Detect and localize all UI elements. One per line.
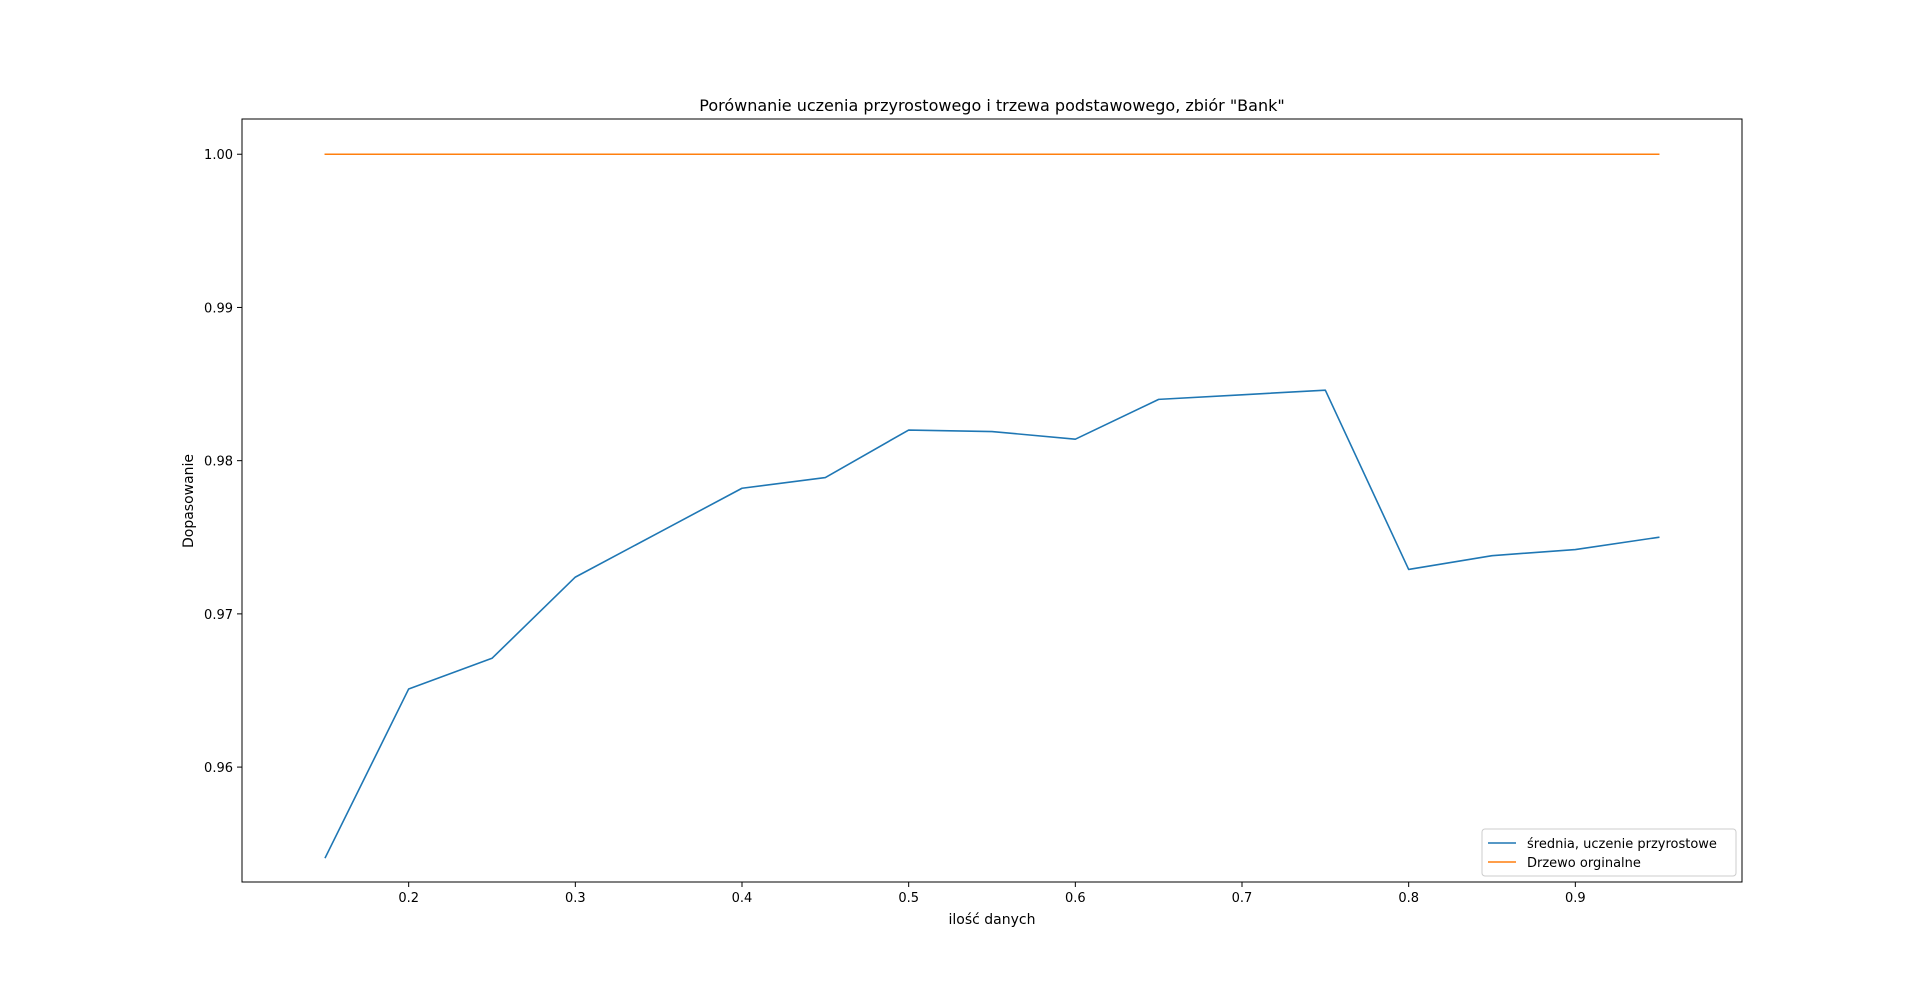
- series-line-0: [324, 389, 1660, 859]
- x-tick-label: 0.8: [1398, 891, 1419, 906]
- legend-box: [1481, 828, 1737, 877]
- legend: średnia, uczenie przyrostowe Drzewo orgin…: [1481, 828, 1737, 877]
- x-tick-label: 0.7: [1232, 891, 1253, 906]
- y-axis-label: Dopasowanie: [181, 454, 197, 548]
- chart-title: Porównanie uczenia przyrostowego i trzew…: [699, 96, 1284, 115]
- x-tick-label: 0.3: [565, 891, 586, 906]
- x-tick-label: 0.4: [732, 891, 753, 906]
- y-tick-label: 0.96: [204, 761, 233, 776]
- plot-area-frame: [241, 118, 1743, 883]
- y-axis: 0.96 0.97 0.98 0.99 1.00: [204, 148, 242, 776]
- y-tick-label: 1.00: [204, 148, 233, 163]
- x-axis-label: ilość danych: [949, 912, 1036, 928]
- x-tick-label: 0.6: [1065, 891, 1086, 906]
- legend-entry-label: Drzewo orginalne: [1527, 856, 1641, 871]
- x-tick-label: 0.9: [1565, 891, 1586, 906]
- x-tick-label: 0.5: [898, 891, 919, 906]
- y-tick-label: 0.97: [204, 608, 233, 623]
- x-axis: 0.2 0.3 0.4 0.5 0.6 0.7 0.8 0.9: [398, 882, 1586, 906]
- series-layer: [324, 153, 1660, 859]
- y-tick-label: 0.99: [204, 301, 233, 316]
- y-tick-label: 0.98: [204, 455, 233, 470]
- legend-entry-label: średnia, uczenie przyrostowe: [1527, 837, 1717, 852]
- x-tick-label: 0.2: [398, 891, 419, 906]
